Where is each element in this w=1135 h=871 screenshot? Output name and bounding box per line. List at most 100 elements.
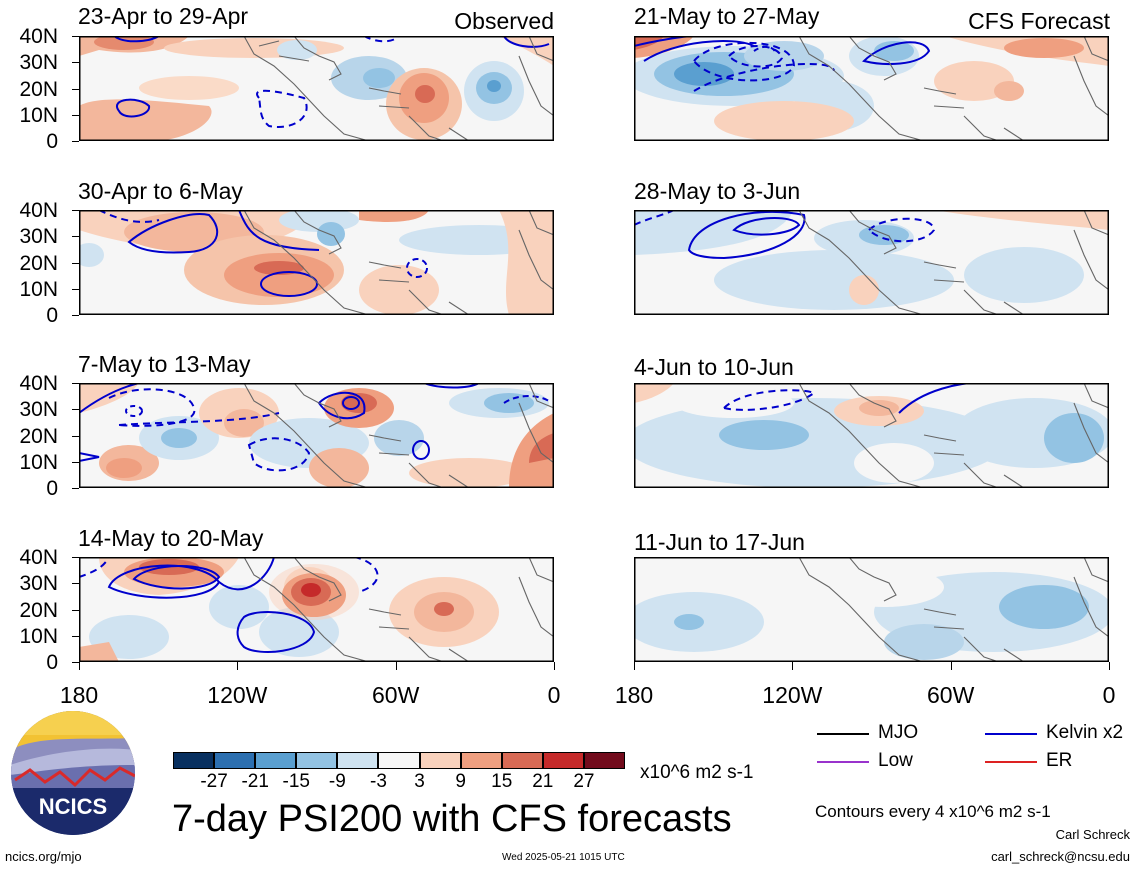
legend-label-er: ER: [1046, 750, 1073, 771]
lat-tick: [72, 435, 79, 437]
lat-label: 10N: [19, 450, 58, 474]
map-panel-fcst-3: [634, 383, 1109, 488]
lat-tick: [72, 662, 79, 663]
colorbar-swatch: [419, 752, 461, 769]
lon-tick: [554, 662, 555, 670]
legend-label-mjo: MJO: [878, 722, 919, 743]
legend-line-low: [817, 761, 869, 763]
lat-tick: [72, 288, 79, 290]
lat-label: 10N: [19, 277, 58, 301]
lat-label: 30N: [19, 225, 58, 249]
colorbar-swatch: [542, 752, 584, 769]
panel-title-fcst-2: 28-May to 3-Jun: [634, 178, 801, 204]
lat-label: 0: [46, 130, 58, 153]
lat-tick: [72, 635, 79, 637]
lon-tick: [1109, 662, 1110, 670]
main-title: 7-day PSI200 with CFS forecasts: [172, 798, 732, 840]
lat-tick: [72, 141, 79, 142]
panel-title-obs-1: 23-Apr to 29-Apr: [78, 3, 249, 29]
contours-note: Contours every 4 x10^6 m2 s-1: [815, 802, 1051, 821]
lat-label: 0: [46, 477, 58, 500]
lat-tick: [72, 488, 79, 489]
legend-line-mjo: [817, 733, 869, 735]
colorbar-swatch: [214, 752, 256, 769]
lat-label: 40N: [19, 25, 58, 48]
lat-label: 30N: [19, 51, 58, 75]
lat-tick: [72, 383, 79, 384]
colorbar-label: -27: [200, 771, 228, 792]
logo-text: NCICS: [39, 794, 107, 819]
colorbar-swatch: [337, 752, 379, 769]
lon-tick: [792, 662, 794, 670]
colorbar-label: -21: [241, 771, 269, 792]
colorbar-swatch: [378, 752, 420, 769]
colorbar-label: 21: [532, 771, 554, 792]
lat-label: 40N: [19, 546, 58, 569]
colorbar-label: -15: [282, 771, 310, 792]
map-panel-obs-3: [79, 383, 554, 488]
map-panel-fcst-2: [634, 210, 1109, 315]
colorbar-swatch: [501, 752, 543, 769]
lat-tick: [72, 210, 79, 211]
lat-tick: [72, 315, 79, 316]
colorbar-swatch: [460, 752, 502, 769]
lat-label: 20N: [19, 598, 58, 622]
lon-label: 60W: [927, 682, 975, 708]
lat-label: 20N: [19, 424, 58, 448]
lon-tick: [395, 662, 397, 670]
observed-label: Observed: [454, 8, 554, 34]
panel-title-obs-3: 7-May to 13-May: [78, 351, 251, 377]
forecast-label: CFS Forecast: [968, 8, 1110, 34]
lat-tick: [72, 62, 79, 64]
map-panel-fcst-1: [634, 36, 1109, 141]
lon-label: 180: [614, 682, 654, 708]
lon-label: 120W: [762, 682, 823, 708]
lat-label: 10N: [19, 103, 58, 127]
lon-tick: [79, 662, 80, 670]
colorbar-label: 15: [491, 771, 513, 792]
lat-tick: [72, 114, 79, 116]
lon-label: 0: [1102, 682, 1116, 708]
map-panel-obs-1: [79, 36, 554, 141]
lat-tick: [72, 236, 79, 238]
timestamp: Wed 2025-05-21 1015 UTC: [502, 852, 625, 863]
author-name: Carl Schreck: [1055, 827, 1130, 842]
lat-tick: [72, 557, 79, 558]
lat-tick: [72, 583, 79, 585]
lon-label: 0: [547, 682, 561, 708]
map-panel-obs-4: [79, 557, 554, 662]
lat-label: 20N: [19, 77, 58, 101]
lon-tick: [237, 662, 239, 670]
lat-label: 0: [46, 304, 58, 327]
legend-label-low: Low: [878, 750, 913, 771]
colorbar-units: x10^6 m2 s-1: [640, 762, 754, 783]
colorbar-label: 3: [414, 771, 425, 792]
lat-label: 10N: [19, 624, 58, 648]
legend-label-kelvin: Kelvin x2: [1046, 722, 1124, 743]
colorbar-swatch: [255, 752, 297, 769]
colorbar-label: 27: [573, 771, 595, 792]
lat-label: 40N: [19, 199, 58, 222]
lon-label: 60W: [372, 682, 420, 708]
colorbar: [173, 752, 625, 769]
ncics-logo: NCICS: [11, 711, 135, 835]
map-panel-obs-2: [79, 210, 554, 315]
colorbar-swatch: [583, 752, 625, 769]
panel-title-obs-2: 30-Apr to 6-May: [78, 178, 243, 204]
map-panel-fcst-4: [634, 557, 1109, 662]
lon-tick: [634, 662, 635, 670]
lat-tick: [72, 461, 79, 463]
lat-tick: [72, 409, 79, 411]
colorbar-label: -3: [370, 771, 387, 792]
author-email[interactable]: carl_schreck@ncsu.edu: [991, 849, 1130, 864]
lat-label: 30N: [19, 398, 58, 422]
panel-title-fcst-1: 21-May to 27-May: [634, 3, 820, 29]
panel-title-fcst-4: 11-Jun to 17-Jun: [634, 529, 805, 555]
lat-label: 40N: [19, 372, 58, 395]
legend-line-kelvin: [985, 733, 1037, 735]
site-link[interactable]: ncics.org/mjo: [5, 849, 82, 864]
panel-title-obs-4: 14-May to 20-May: [78, 525, 264, 551]
lat-tick: [72, 609, 79, 611]
legend-line-er: [985, 761, 1037, 763]
colorbar-label: -9: [328, 771, 346, 792]
